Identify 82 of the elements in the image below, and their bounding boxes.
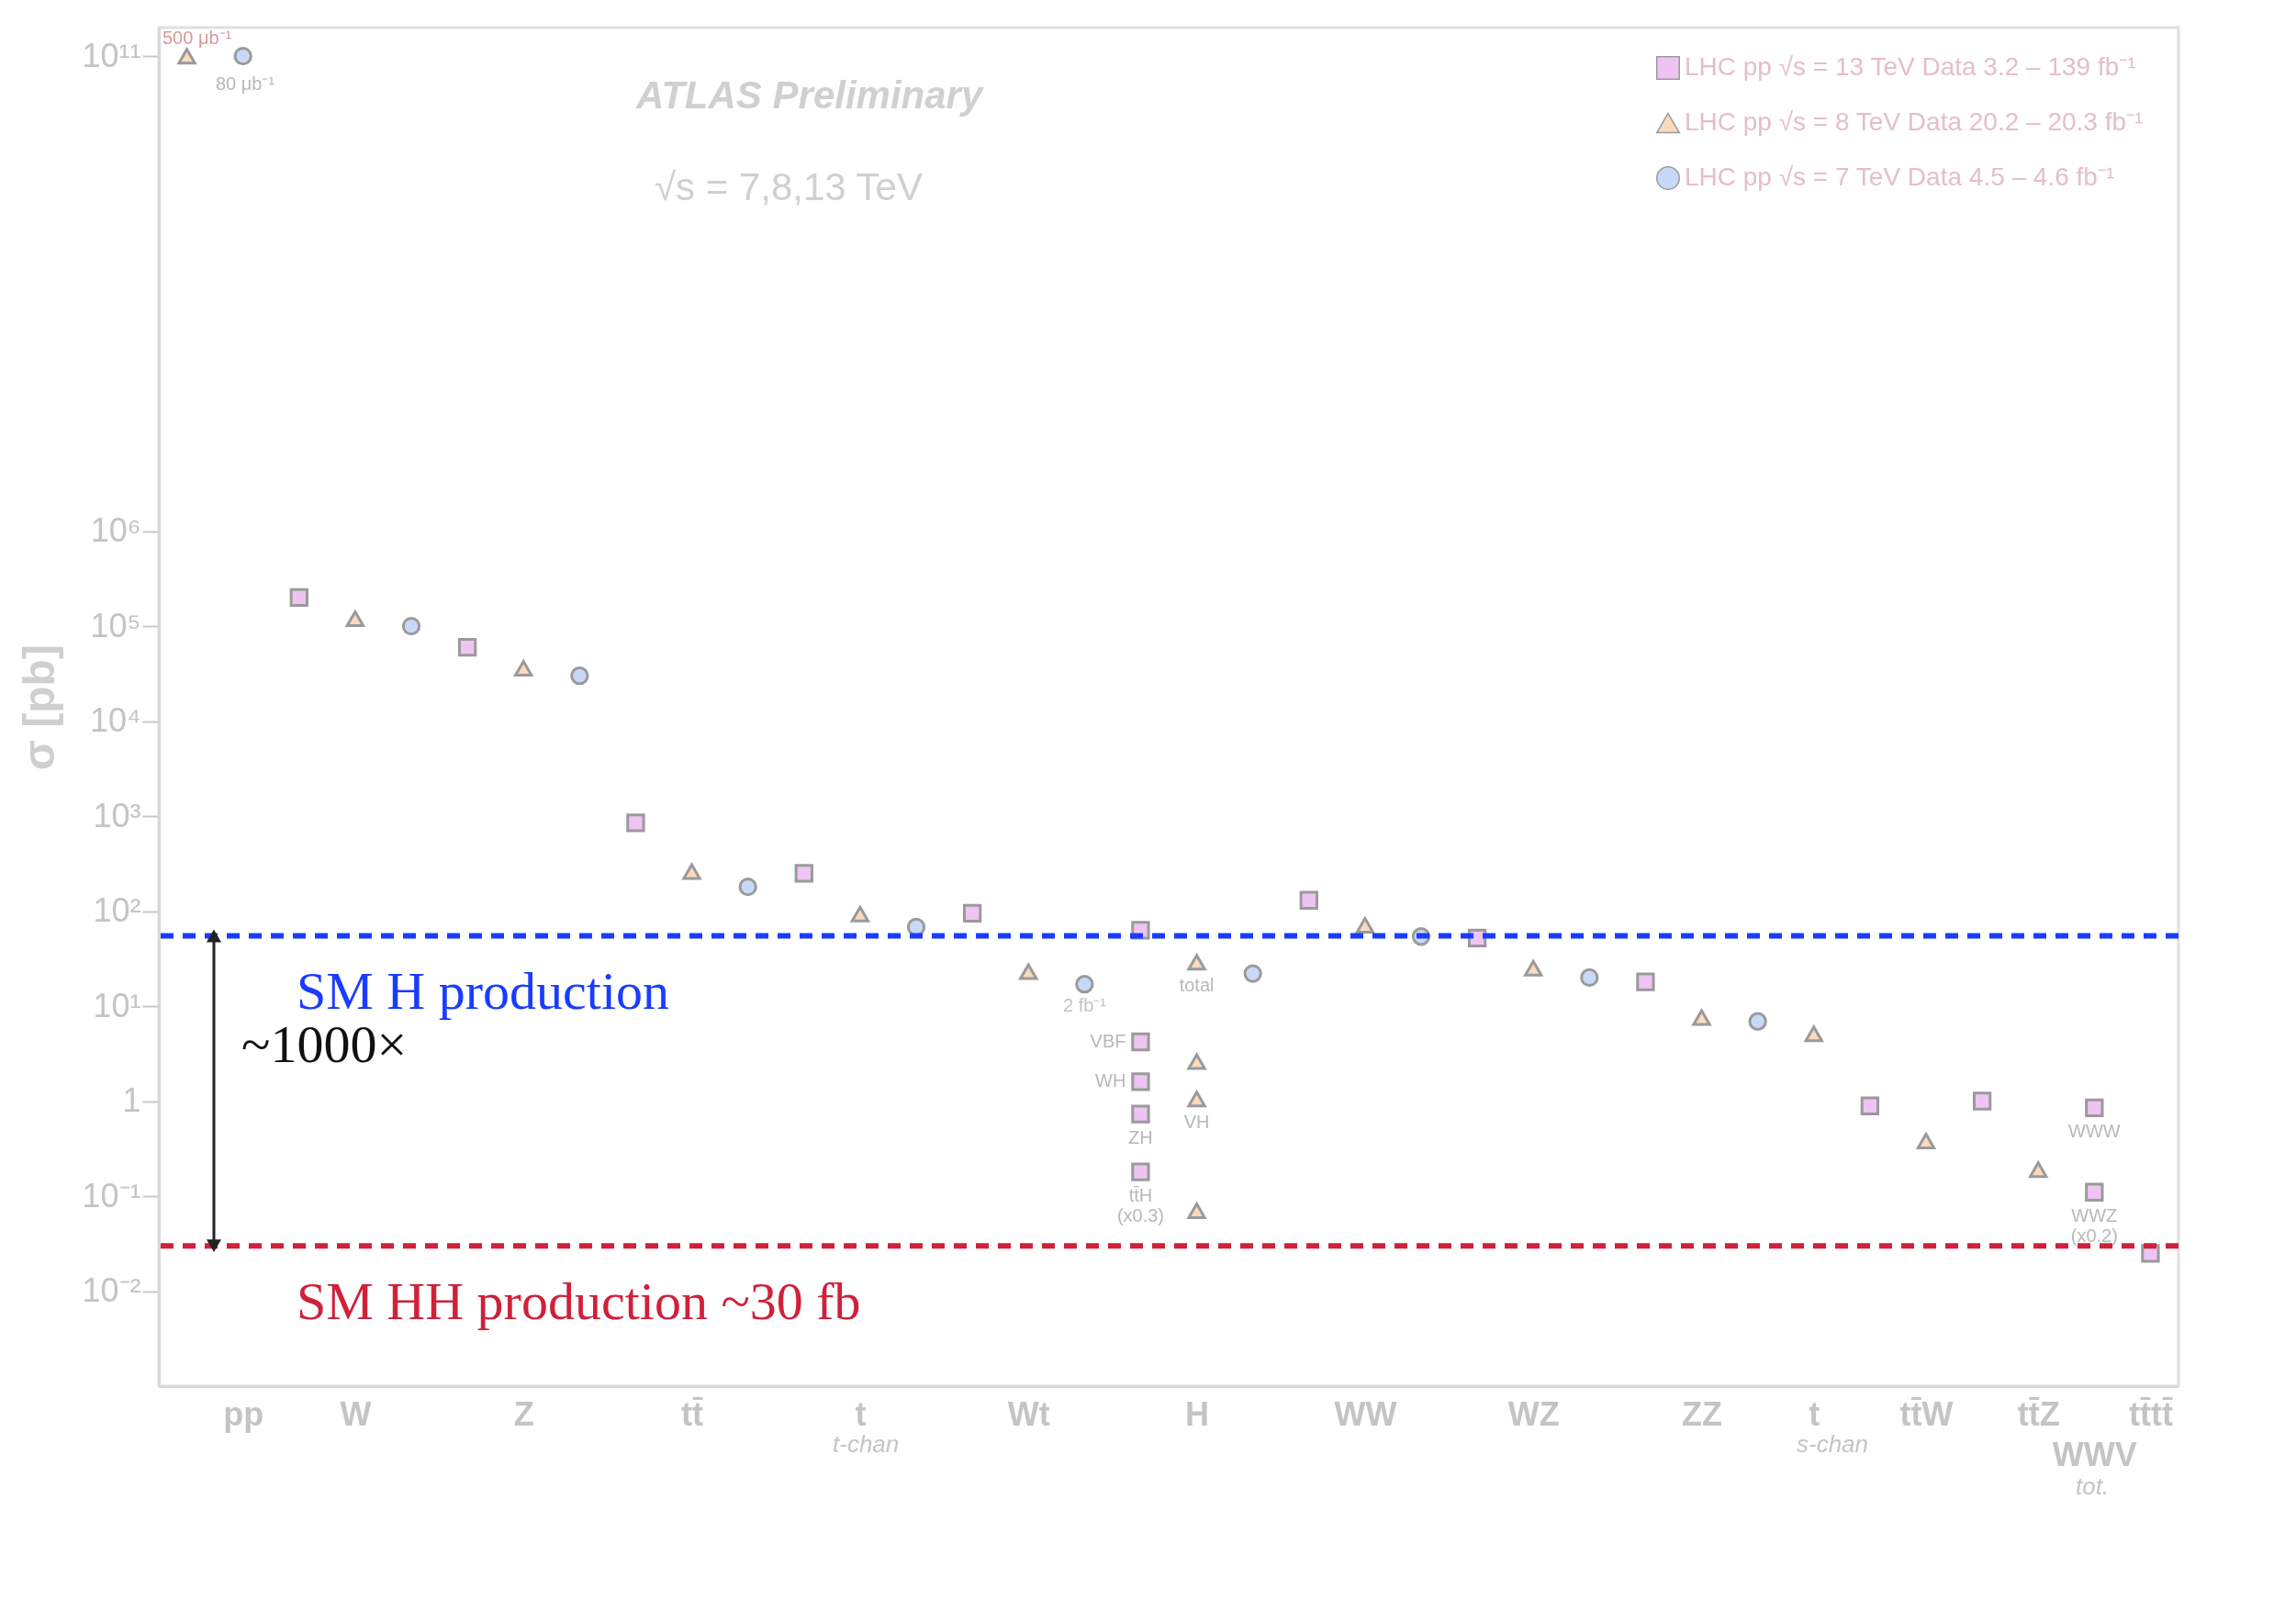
- x-tick-label: t: [855, 1394, 867, 1433]
- point: [1131, 1104, 1150, 1124]
- data-label: VH: [1183, 1112, 1210, 1133]
- y-tick-label: 10⁶: [90, 511, 141, 550]
- point: [233, 47, 252, 66]
- y-tick-label: 10⁻¹: [82, 1176, 141, 1214]
- point: [1075, 975, 1094, 994]
- point: [1019, 963, 1038, 980]
- point: [1131, 1032, 1150, 1052]
- point: [1187, 954, 1206, 971]
- data-label: VBF: [1090, 1031, 1126, 1052]
- annotation: 80 μb⁻¹: [216, 73, 275, 94]
- point: [1748, 1012, 1767, 1031]
- point: [2085, 1098, 2104, 1117]
- point: [345, 610, 365, 627]
- y-tick-label: 10⁵: [90, 606, 141, 644]
- point: [962, 903, 982, 923]
- x-tick-label: W: [340, 1394, 372, 1433]
- x-tick-label: tt̄tt̄: [2128, 1394, 2173, 1433]
- point: [794, 864, 813, 883]
- y-tick-label: 10⁴: [89, 701, 141, 740]
- point: [1916, 1133, 1936, 1150]
- x-tick-label: Wt: [1007, 1394, 1050, 1433]
- point: [289, 587, 308, 608]
- point: [1804, 1025, 1823, 1043]
- point: [1131, 1162, 1150, 1181]
- text: tot.: [2076, 1472, 2110, 1500]
- data-label: tt̄H (x0.3): [1116, 1184, 1165, 1225]
- legend-label: LHC pp √s = 13 TeV Data 3.2 – 139 fb⁻¹: [1685, 52, 2136, 81]
- point: [1131, 1072, 1150, 1091]
- x-tick-label: t: [1809, 1394, 1820, 1433]
- point: [2029, 1161, 2048, 1179]
- point: [1860, 1096, 1880, 1115]
- point: [1692, 1009, 1711, 1026]
- data-label: WH: [1095, 1070, 1126, 1091]
- point: [626, 813, 645, 833]
- point: [1972, 1091, 1992, 1111]
- legend-label: LHC pp √s = 7 TeV Data 4.5 – 4.6 fb⁻¹: [1685, 162, 2115, 191]
- text: t-chan: [833, 1430, 900, 1458]
- point: [1187, 1091, 1206, 1108]
- point: [682, 863, 701, 880]
- y-tick-label: 10³: [93, 796, 141, 834]
- x-tick-label: WZ: [1507, 1394, 1560, 1433]
- x-tick-label: tt̄Z: [2017, 1394, 2060, 1433]
- x-tick-label: H: [1185, 1394, 1210, 1433]
- point: [570, 666, 589, 686]
- x-tick-label: ZZ: [1682, 1394, 1723, 1433]
- legend-label: LHC pp √s = 8 TeV Data 20.2 – 20.3 fb⁻¹: [1685, 107, 2144, 136]
- point: [1524, 959, 1543, 977]
- point: [738, 877, 757, 897]
- y-tick-label: 10⁻²: [82, 1271, 141, 1310]
- x-tick-label: tt̄: [681, 1394, 704, 1433]
- point: [177, 48, 196, 65]
- text: s-chan: [1797, 1430, 1869, 1458]
- point: [1355, 916, 1375, 934]
- point: [1580, 968, 1599, 988]
- x-tick-label: pp: [223, 1394, 264, 1433]
- x-tick-label: WW: [1334, 1394, 1397, 1433]
- data-label: WWZ (x0.2): [2070, 1204, 2118, 1246]
- point: [514, 660, 533, 677]
- y-tick-label: 10²: [93, 891, 141, 930]
- data-label: WWW: [2068, 1120, 2121, 1141]
- point: [850, 905, 870, 923]
- point: [1299, 890, 1318, 910]
- point: [1243, 964, 1262, 983]
- x-tick-label: tt̄W: [1899, 1394, 1954, 1433]
- point: [2085, 1182, 2104, 1202]
- point: [1187, 1053, 1206, 1070]
- annotation: 2 fb⁻¹: [1063, 995, 1107, 1015]
- data-label: ZH: [1128, 1126, 1153, 1147]
- point: [401, 616, 421, 636]
- y-tick-label: 10¹: [93, 986, 141, 1024]
- x-tick-label: WWV: [2052, 1435, 2137, 1473]
- y-tick-label: 1: [122, 1081, 141, 1120]
- x-tick-label: Z: [513, 1394, 534, 1433]
- y-tick-label: 10¹¹: [82, 36, 141, 74]
- point: [457, 637, 477, 657]
- data-label: total: [1179, 975, 1215, 996]
- ref-line-label: SM HH production ~30 fb: [297, 1271, 861, 1332]
- point: [1636, 972, 1655, 991]
- point: [1187, 1203, 1206, 1220]
- annotation: 500 μb⁻¹: [162, 28, 232, 48]
